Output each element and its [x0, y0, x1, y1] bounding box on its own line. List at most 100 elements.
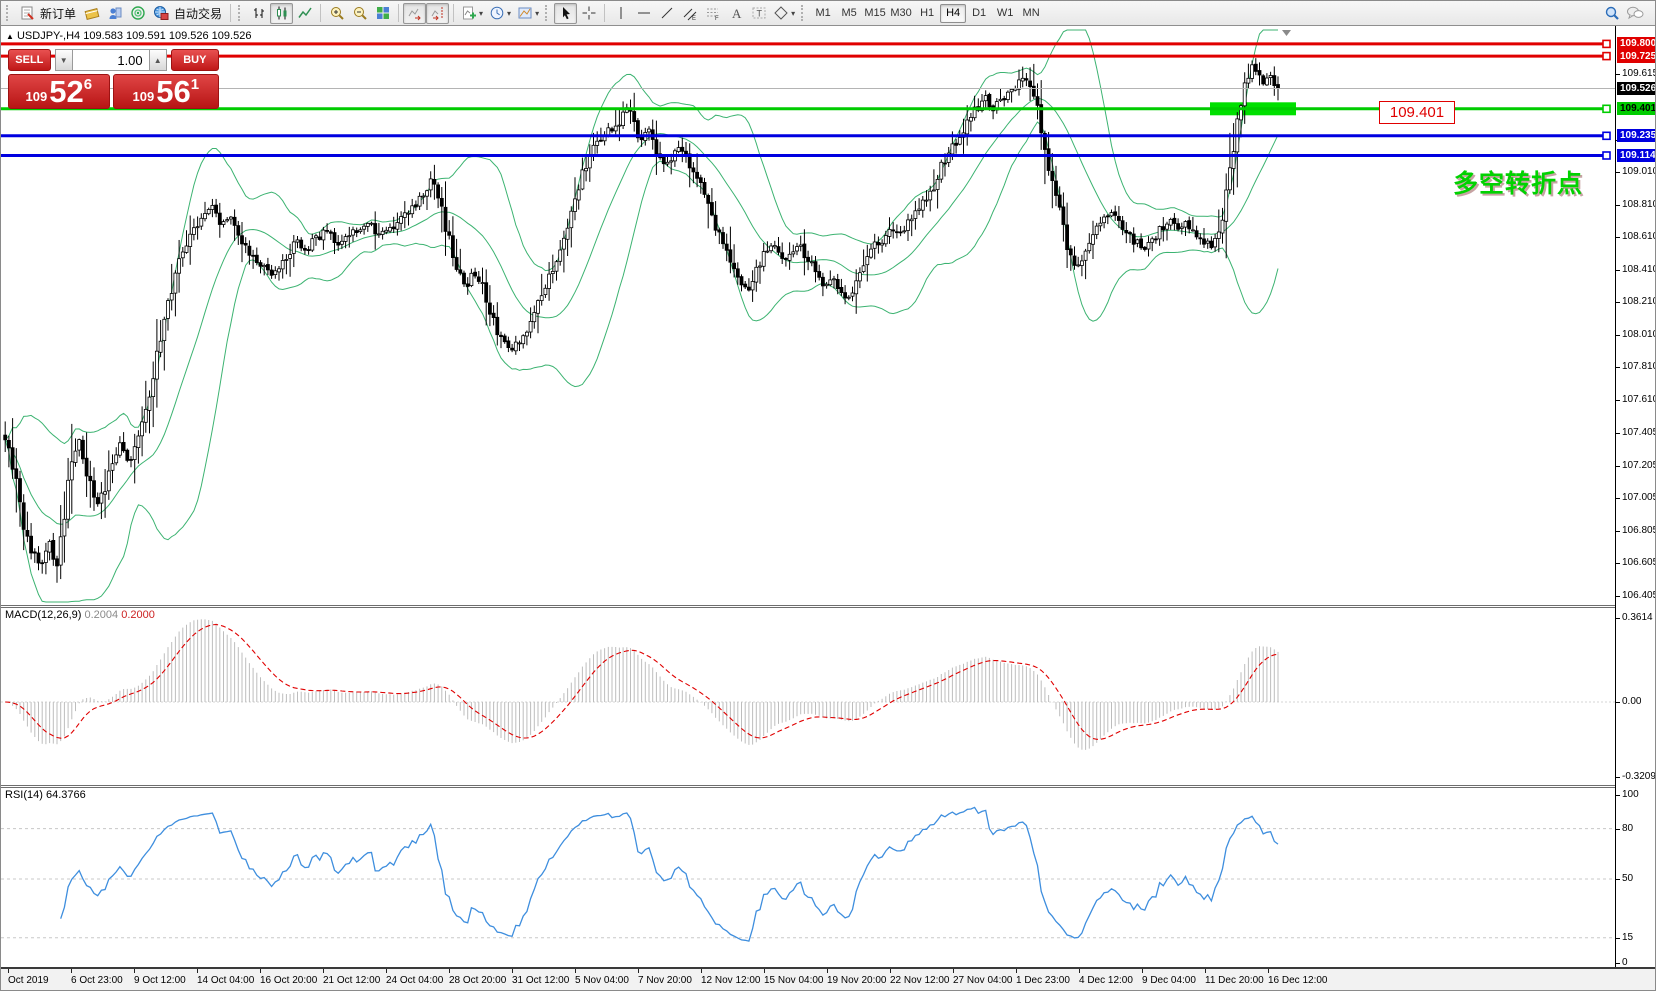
time-axis-label: 7 Nov 20:00 [638, 969, 692, 986]
timeframe-h1[interactable]: H1 [920, 7, 935, 19]
zoom-in-button[interactable] [325, 3, 348, 24]
price-axis-tick: 108.810 [1622, 199, 1656, 210]
vertical-line-button[interactable] [609, 3, 632, 24]
indicators-button[interactable]: ▾ [458, 3, 486, 24]
equidistant-channel-button[interactable]: E [678, 3, 701, 24]
template-icon [517, 5, 533, 21]
fibonacci-button[interactable]: F [701, 3, 724, 24]
collapse-triangle-icon[interactable]: ▲ [6, 32, 14, 41]
chart-shift-button[interactable] [426, 2, 450, 24]
chat-button[interactable] [1623, 3, 1647, 24]
metaeditor-button[interactable] [80, 3, 103, 24]
indicators-icon [461, 5, 477, 21]
timeframe-m15[interactable]: M15 [864, 7, 886, 19]
volume-input[interactable] [72, 49, 149, 71]
volume-decrease-button[interactable]: ▼ [54, 49, 73, 71]
panel-divider[interactable] [1, 785, 1655, 788]
rsi-label: RSI(14) 64.3766 [5, 789, 86, 801]
time-axis-label: 4 Dec 12:00 [1079, 969, 1133, 986]
axis-tick-mark [1616, 433, 1620, 434]
sell-button[interactable]: SELL [8, 49, 51, 71]
horizontal-levels[interactable] [1, 39, 1611, 160]
cursor-icon [558, 5, 574, 21]
price-axis-tick: 0 [1622, 957, 1628, 968]
shapes-button[interactable]: ▾ [770, 3, 798, 24]
autotrading-button[interactable] [149, 3, 172, 24]
navigator-button[interactable] [103, 3, 126, 24]
new-order-button[interactable] [15, 3, 38, 24]
timeframe-w1[interactable]: W1 [996, 7, 1014, 19]
timeframe-m30[interactable]: M30 [890, 7, 912, 19]
tile-windows-button[interactable] [371, 3, 394, 24]
candlestick-chart-button[interactable] [270, 2, 294, 24]
text-label-button[interactable]: T [747, 3, 770, 24]
price-axis-tick: 15 [1622, 932, 1634, 943]
toolbar-grip[interactable] [238, 5, 244, 21]
text-label-icon: T [751, 5, 767, 21]
time-axis[interactable]: Oct 2019 6 Oct 23:00 9 Oct 12:00 14 Oct 04:… [1, 969, 1655, 990]
axis-tick-mark [1616, 270, 1620, 271]
horizontal-line-button[interactable] [632, 3, 655, 24]
buy-quote[interactable]: 109 56 1 [112, 74, 219, 109]
timeframe-mn[interactable]: MN [1022, 7, 1040, 19]
axis-tick-mark [1616, 963, 1620, 964]
rsi-panel[interactable] [1, 788, 1615, 967]
market-watch-button[interactable] [126, 3, 149, 24]
sell-quote[interactable]: 109 52 6 [8, 74, 110, 109]
toolbar-right-group [1600, 3, 1647, 24]
search-icon [1604, 5, 1620, 21]
axis-tick-mark [1616, 531, 1620, 532]
time-axis-label: 9 Oct 12:00 [134, 969, 186, 986]
autotrading-label[interactable]: 自动交易 [174, 6, 223, 21]
trendline-button[interactable] [655, 3, 678, 24]
auto-scroll-button[interactable] [403, 2, 427, 24]
volume-increase-button[interactable]: ▲ [148, 49, 167, 71]
axis-tick-mark [1616, 829, 1620, 830]
axis-tick-mark [1616, 777, 1620, 778]
time-axis-label: 19 Nov 20:00 [827, 969, 887, 986]
axis-tick-mark [1616, 400, 1620, 401]
timeframe-m1[interactable]: M1 [815, 7, 831, 19]
bar-chart-button[interactable] [247, 3, 270, 24]
fibonacci-icon: F [705, 5, 721, 21]
toolbar-grip[interactable] [801, 5, 807, 21]
timeframe-h4[interactable]: H4 [940, 3, 967, 23]
time-axis-label: 16 Dec 12:00 [1268, 969, 1328, 986]
periods-button[interactable]: ▾ [486, 3, 514, 24]
toolbar-grip[interactable] [6, 5, 12, 21]
svg-text:F: F [715, 16, 719, 21]
search-button[interactable] [1600, 3, 1623, 24]
panel-divider[interactable] [1, 605, 1655, 608]
axis-tick-mark [1616, 205, 1620, 206]
price-axis-tick: 108.410 [1622, 264, 1656, 275]
zoom-out-button[interactable] [348, 3, 371, 24]
chart-shift-icon [430, 5, 446, 21]
chart-shift-marker-icon[interactable] [1282, 30, 1291, 36]
price-axis-tick: 108.210 [1622, 296, 1656, 307]
price-axis[interactable]: 109.615109.210109.010108.810108.610108.4… [1616, 26, 1656, 968]
price-axis-tick: 80 [1622, 823, 1634, 834]
toolbar-grip[interactable] [545, 5, 551, 21]
dropdown-arrow-icon: ▾ [479, 8, 484, 18]
line-chart-button[interactable] [293, 3, 316, 24]
volume-stepper: ▼ ▲ [54, 49, 167, 71]
crosshair-button[interactable] [577, 3, 600, 24]
book-icon [84, 5, 100, 21]
price-axis-tick: 108.610 [1622, 231, 1656, 242]
dropdown-arrow-icon: ▾ [535, 8, 540, 18]
templates-button[interactable]: ▾ [514, 3, 542, 24]
timeframe-d1[interactable]: D1 [972, 7, 987, 19]
macd-panel[interactable] [1, 608, 1615, 785]
rsi-line [60, 806, 1279, 942]
timeframe-m5[interactable]: M5 [841, 7, 857, 19]
buy-button[interactable]: BUY [170, 49, 219, 71]
cursor-button[interactable] [554, 2, 578, 24]
axis-tick-mark [1616, 702, 1620, 703]
axis-tick-mark [1616, 596, 1620, 597]
new-order-label[interactable]: 新订单 [40, 6, 77, 21]
time-axis-label: 22 Nov 12:00 [890, 969, 950, 986]
main-chart[interactable] [1, 26, 1615, 605]
price-tag-label[interactable]: 109.401 [1379, 101, 1455, 124]
price-axis-tick: 107.405 [1622, 427, 1656, 438]
text-button[interactable]: A [724, 3, 747, 24]
